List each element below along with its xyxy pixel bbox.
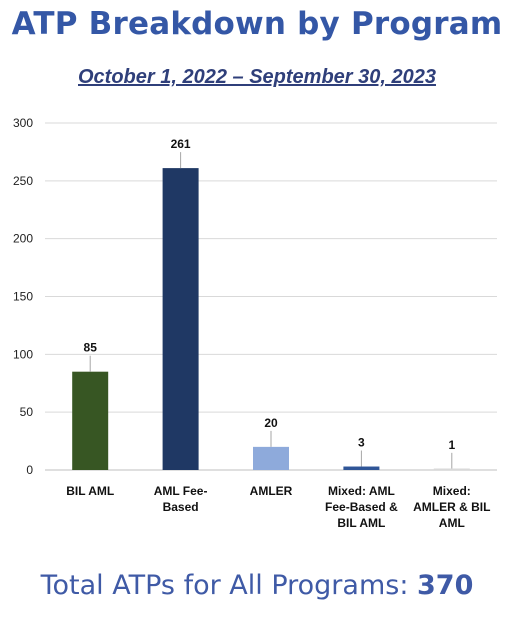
bar: [72, 371, 109, 470]
bar: [433, 468, 470, 470]
x-category-label: AML: [439, 516, 465, 530]
x-category-label: BIL AML: [337, 516, 385, 530]
x-category-label: AML Fee-: [154, 484, 208, 498]
y-tick-label: 200: [13, 232, 33, 246]
x-category-label: Fee-Based &: [325, 500, 398, 514]
y-tick-label: 100: [13, 347, 33, 361]
total-atps-footer: Total ATPs for All Programs: 370: [0, 570, 514, 601]
x-category-label: AMLER: [250, 484, 293, 498]
total-label: Total ATPs for All Programs:: [40, 570, 418, 601]
y-tick-label: 300: [13, 116, 33, 130]
total-value: 370: [417, 570, 474, 601]
bar: [343, 466, 380, 470]
x-category-label: Based: [163, 500, 199, 514]
bar: [162, 168, 199, 471]
data-label: 1: [448, 438, 455, 452]
y-tick-label: 250: [13, 174, 33, 188]
data-label: 20: [264, 416, 278, 430]
chart-title: ATP Breakdown by Program: [11, 6, 503, 42]
x-category-label: Mixed:: [433, 484, 471, 498]
x-category-label: Mixed: AML: [328, 484, 395, 498]
x-category-label: AMLER & BIL: [413, 500, 490, 514]
data-label: 3: [358, 436, 365, 450]
chart-subtitle: October 1, 2022 – September 30, 2023: [78, 66, 436, 88]
x-category-label: BIL AML: [66, 484, 114, 498]
y-tick-label: 0: [26, 463, 33, 477]
y-tick-label: 50: [20, 405, 34, 419]
data-label: 85: [84, 341, 98, 355]
bar: [253, 446, 289, 470]
y-tick-label: 150: [13, 290, 33, 304]
data-label: 261: [171, 137, 191, 151]
